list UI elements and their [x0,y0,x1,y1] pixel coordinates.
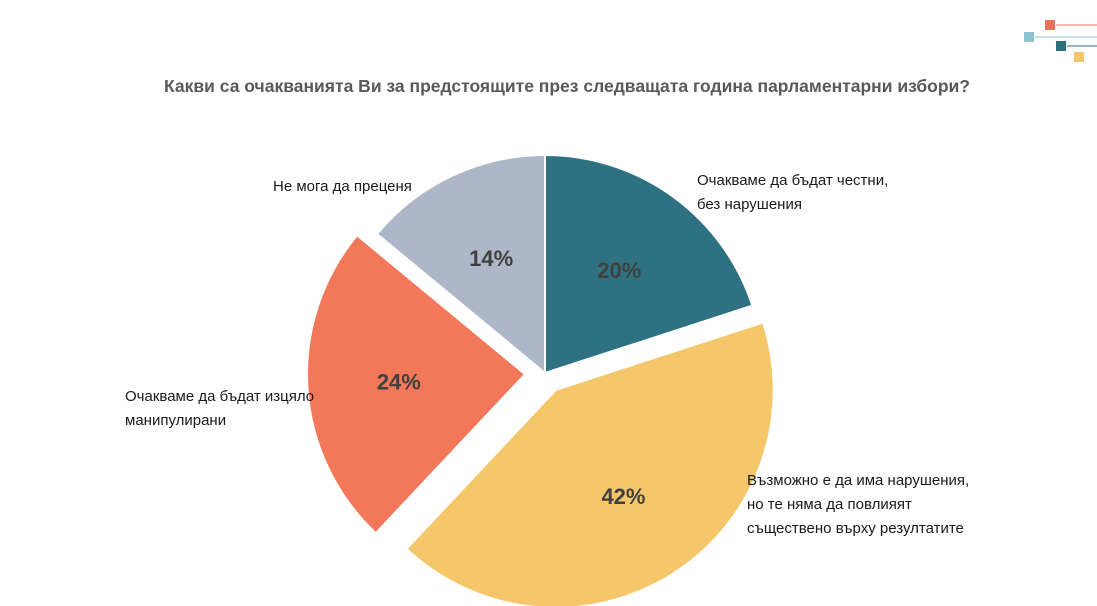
logo [1024,20,1097,62]
slice-cannot-judge-value-label: 14% [469,246,513,271]
chart-title: Какви са очакванията Ви за предстоящите … [164,76,970,96]
slice-fair-value-label: 20% [597,258,641,283]
logo-square-light-blue [1024,32,1034,42]
logo-square-yellow [1074,52,1084,62]
slice-label-fair: Очакваме да бъдат честни, без нарушения [697,172,889,213]
logo-square-teal [1056,41,1066,51]
logo-square-red [1045,20,1055,30]
slice-manipulated [306,233,527,535]
slice-label-minor-violations: Възможно е да има нарушения, но те няма … [747,472,970,537]
slice-manipulated-value-label: 24% [377,370,421,395]
slice-minor-violations-value-label: 42% [601,484,645,509]
slice-label-manipulated: Очакваме да бъдат изцяло манипулирани [125,388,315,429]
slice-fair [544,153,754,375]
slice-minor-violations [405,321,775,606]
slice-cannot-judge [375,153,546,376]
slice-label-cannot-judge: Не мога да преценя [273,178,412,195]
